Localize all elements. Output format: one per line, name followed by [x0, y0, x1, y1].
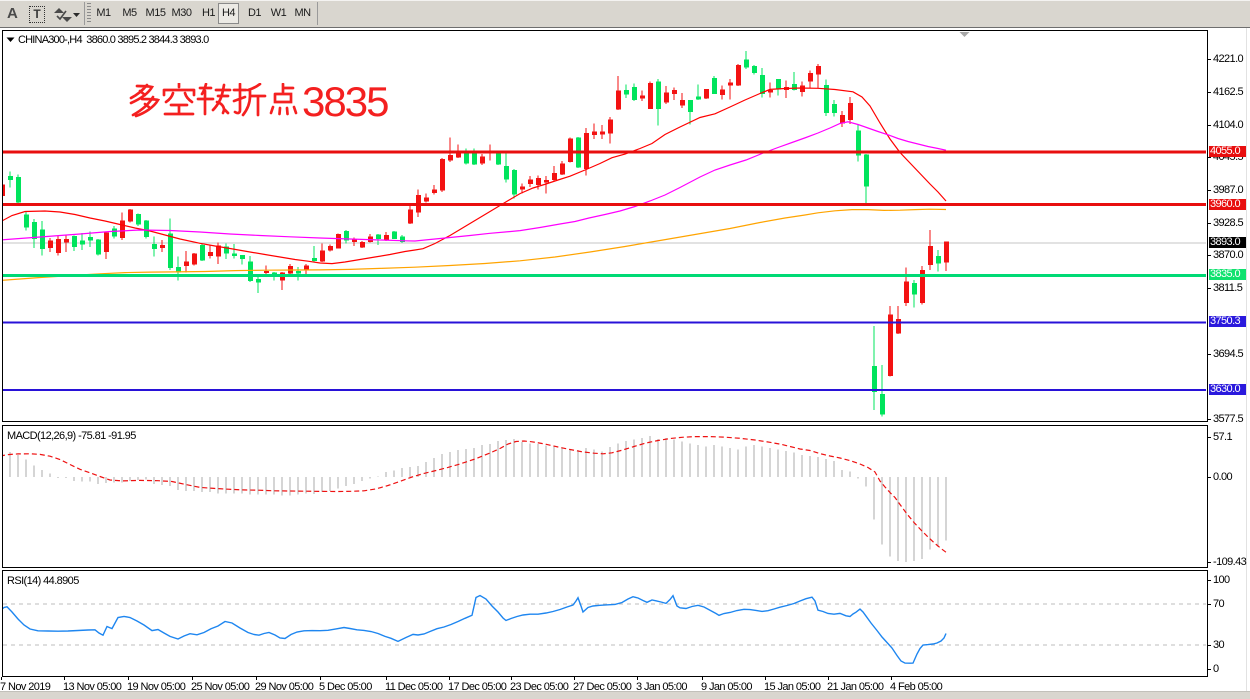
svg-text:3835: 3835 — [302, 83, 388, 123]
